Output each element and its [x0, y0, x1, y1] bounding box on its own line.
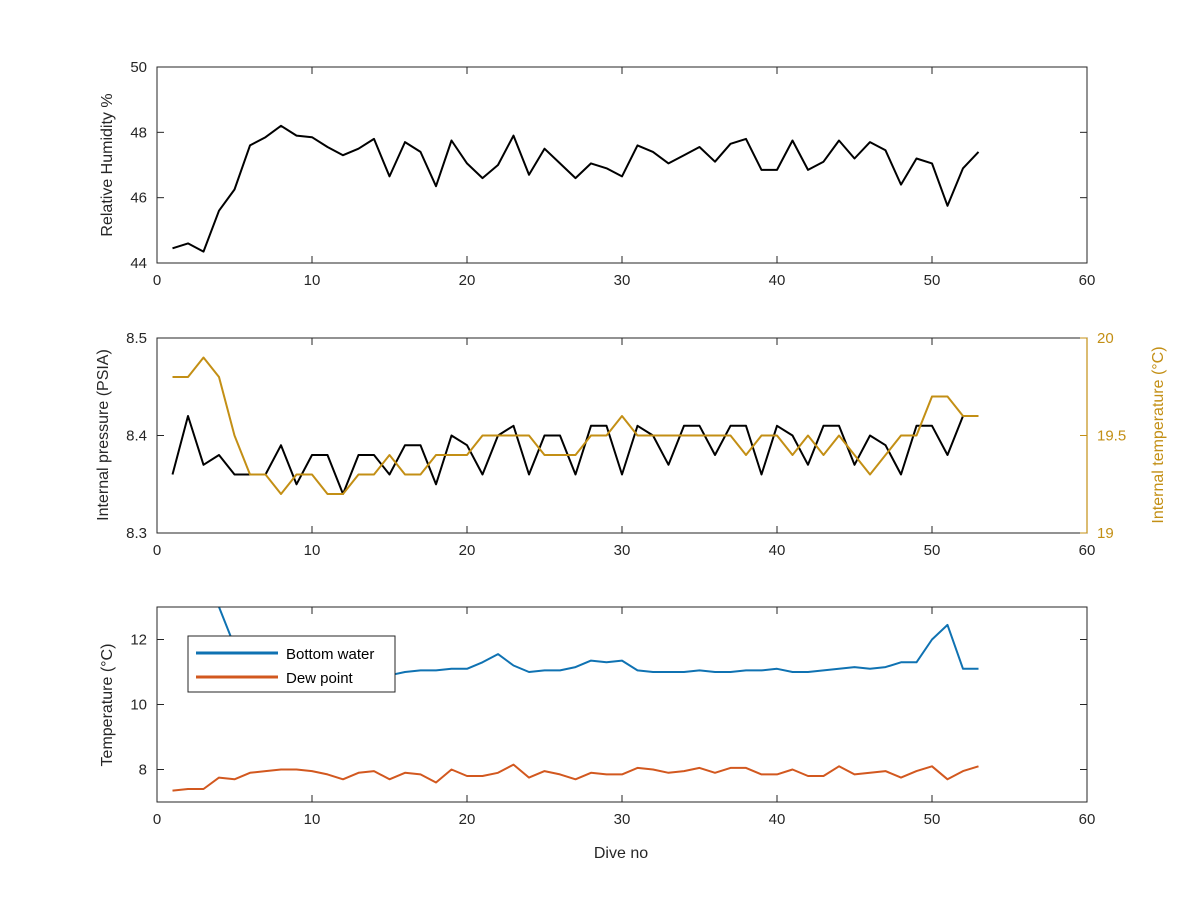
pressure-x-tick-label: 0: [153, 542, 161, 559]
legend-label-bottom-water: Bottom water: [286, 646, 374, 663]
pressure-series-right-line: [172, 356, 979, 495]
pressure-y-axis-label: Internal pressure (PSIA): [95, 349, 112, 521]
pressure-x-tick-label: 50: [924, 542, 941, 559]
temperature-x-tick-label: 30: [614, 811, 631, 828]
temperature-x-tick-label: 50: [924, 811, 941, 828]
temperature-x-tick-label: 10: [304, 811, 321, 828]
legend-label-dew-point: Dew point: [286, 670, 354, 687]
subplot-temperature: 0 10 20 30 40 50 60 8 10 12 Temperature (°C) Dive…: [99, 606, 1096, 862]
temperature-y-tick-label: 10: [130, 697, 147, 714]
humidity-y-tick-label: 44: [130, 255, 147, 272]
temperature-x-tick-label: 60: [1079, 811, 1096, 828]
internal-temperature-y-axis-label: Internal temperature (°C): [1150, 346, 1167, 523]
humidity-series-left-line: [172, 124, 980, 253]
pressure-right-y-tick-label: 20: [1097, 330, 1114, 347]
temperature-y-tick-label: 8: [139, 762, 147, 779]
temperature-y-tick-label: 12: [130, 632, 147, 649]
humidity-x-tick-label: 40: [769, 272, 786, 289]
pressure-series-left-line: [171, 415, 979, 495]
humidity-x-tick-label: 30: [614, 272, 631, 289]
temperature-y-axis-label: Temperature (°C): [99, 644, 116, 767]
pressure-x-tick-label: 10: [304, 542, 321, 559]
temperature-x-tick-label: 20: [459, 811, 476, 828]
humidity-y-axis-label: Relative Humidity %: [99, 93, 116, 236]
pressure-x-tick-label: 20: [459, 542, 476, 559]
pressure-right-y-tick-label: 19: [1097, 525, 1114, 542]
humidity-y-tick-label: 48: [130, 124, 147, 141]
pressure-y-tick-label: 8.5: [126, 330, 147, 347]
pressure-x-tick-label: 30: [614, 542, 631, 559]
subplot-pressure: 0 10 20 30 40 50 60 8.3 8.4 8.5 19 19.5 20 Internal …: [95, 330, 1167, 559]
pressure-right-y-tick-label: 19.5: [1097, 428, 1126, 445]
temperature-series-dew-point-line: [172, 763, 979, 792]
pressure-y-tick-label: 8.4: [126, 428, 147, 445]
legend: Bottom water Dew point: [187, 635, 396, 693]
pressure-x-tick-label: 40: [769, 542, 786, 559]
humidity-x-tick-label: 0: [153, 272, 161, 289]
humidity-x-tick-label: 50: [924, 272, 941, 289]
pressure-x-tick-label: 60: [1079, 542, 1096, 559]
humidity-x-tick-label: 60: [1079, 272, 1096, 289]
legend-box: [187, 635, 396, 693]
pressure-plot-area: 0 10 20 30 40 50 60 8.3 8.4 8.5 19 19.5 20: [126, 330, 1126, 559]
humidity-x-tick-label: 20: [459, 272, 476, 289]
temperature-x-tick-label: 0: [153, 811, 161, 828]
temperature-plot-area: 0 10 20 30 40 50 60 8 10 12: [130, 606, 1096, 828]
x-axis-label: Dive no: [594, 845, 648, 862]
subplot-humidity: 0 10 20 30 40 50 60 44 46 48 50 Relative Humidity …: [99, 59, 1095, 289]
humidity-x-tick-label: 10: [304, 272, 321, 289]
humidity-y-tick-label: 46: [130, 190, 147, 207]
humidity-y-tick-label: 50: [130, 59, 147, 76]
pressure-y-tick-label: 8.3: [126, 525, 147, 542]
humidity-plot-area: 0 10 20 30 40 50 60 44 46 48 50: [130, 59, 1095, 289]
temperature-x-tick-label: 40: [769, 811, 786, 828]
